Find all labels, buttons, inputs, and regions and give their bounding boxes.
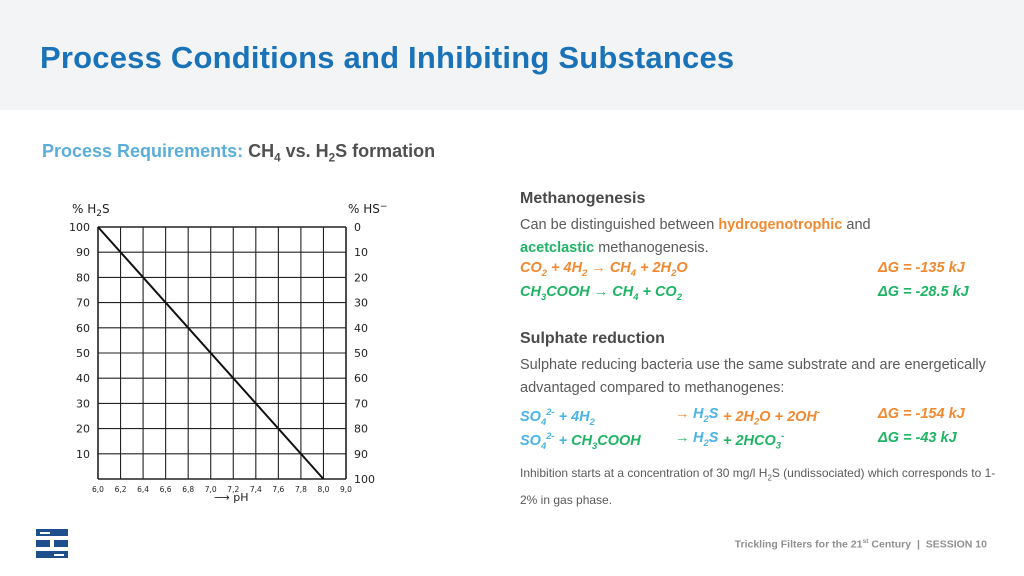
right-tick-label: 0 — [354, 221, 361, 234]
x-tick-label: 6,6 — [160, 485, 172, 494]
dg-value: ΔG = -154 kJ — [878, 406, 965, 422]
sulphate-text: Sulphate reducing bacteria use the same … — [520, 357, 986, 396]
right-tick-label: 10 — [354, 246, 368, 259]
x-tick-label: 7,0 — [205, 485, 217, 494]
sulphate-heading: Sulphate reduction — [520, 330, 665, 347]
left-tick-label: 100 — [69, 221, 90, 234]
right-tick-label: 50 — [354, 347, 368, 360]
company-logo — [36, 529, 68, 563]
left-tick-label: 80 — [76, 271, 90, 284]
right-tick-label: 30 — [354, 297, 368, 310]
right-panel: Methanogenesis Can be distinguished betw… — [520, 190, 1010, 512]
methanogenesis-text: Can be distinguished between hydrogenotr… — [520, 217, 871, 256]
dg-value: ΔG = -28.5 kJ — [878, 284, 969, 300]
left-axis-label: % H2S — [72, 202, 110, 219]
x-tick-label: 9,0 — [340, 485, 352, 494]
equation-sulphate-h2: SO42- + 4H2 → H2S + 2H2O + 2OH- ΔG = -154… — [520, 406, 965, 427]
right-tick-label: 20 — [354, 271, 368, 284]
left-tick-label: 70 — [76, 297, 90, 310]
header-band — [0, 0, 1024, 110]
subtitle-label: Process Requirements: — [42, 141, 244, 161]
dg-value: ΔG = -135 kJ — [878, 260, 965, 276]
right-tick-label: 60 — [354, 372, 368, 385]
x-tick-label: 7,8 — [295, 485, 307, 494]
right-tick-label: 70 — [354, 397, 368, 410]
slide-title: Process Conditions and Inhibiting Substa… — [40, 40, 735, 75]
dg-value: ΔG = -43 kJ — [878, 430, 957, 446]
right-tick-label: 100 — [354, 473, 375, 486]
subtitle-topic: CH4 vs. H2S formation — [248, 141, 436, 165]
x-tick-label: 6,4 — [137, 485, 149, 494]
x-tick-label: 6,8 — [182, 485, 194, 494]
right-tick-label: 40 — [354, 322, 368, 335]
chart-grid — [97, 226, 347, 480]
x-tick-label: 6,0 — [92, 485, 104, 494]
x-tick-label: 6,2 — [115, 485, 127, 494]
chart-ticks: 6,0 6,2 6,4 6,6 6,8 7,0 7,2 7,4 7,6 7,8 8,0 9,01009… — [69, 221, 375, 494]
left-tick-label: 40 — [76, 372, 90, 385]
left-tick-label: 10 — [76, 448, 90, 461]
series-line — [97, 226, 325, 480]
left-tick-label: 50 — [76, 347, 90, 360]
x-tick-label: 7,2 — [227, 485, 239, 494]
footer: Trickling Filters for the 21st Century |… — [734, 538, 987, 551]
left-tick-label: 30 — [76, 397, 90, 410]
x-tick-label: 7,6 — [272, 485, 284, 494]
ph-chart: 6,0 6,2 6,4 6,6 6,8 7,0 7,2 7,4 7,6 7,8 8,0 9,01009… — [69, 202, 387, 504]
right-axis-label: % HS− — [348, 202, 387, 216]
subtitle: Process Requirements: CH4 vs. H2S format… — [42, 141, 435, 165]
right-tick-label: 80 — [354, 423, 368, 436]
equation-acetoclastic: CH3COOH → CH4 + CO2 ΔG = -28.5 kJ — [520, 284, 969, 302]
x-axis-label: ⟶ pH — [214, 491, 249, 504]
left-tick-label: 20 — [76, 423, 90, 436]
equation-sulphate-acetate: SO42- + CH3COOH → H2S + 2HCO3- ΔG = -43 k… — [520, 430, 957, 451]
right-tick-label: 90 — [354, 448, 368, 461]
equation-hydrogenotrophic: CO2 + 4H2 → CH4 + 2H2O ΔG = -135 kJ — [520, 260, 965, 278]
inhibition-note: Inhibition starts at a concentration of … — [520, 466, 996, 508]
methanogenesis-heading: Methanogenesis — [520, 190, 646, 207]
left-tick-label: 60 — [76, 322, 90, 335]
x-tick-label: 8,0 — [317, 485, 329, 494]
x-tick-label: 7,4 — [250, 485, 262, 494]
left-tick-label: 90 — [76, 246, 90, 259]
